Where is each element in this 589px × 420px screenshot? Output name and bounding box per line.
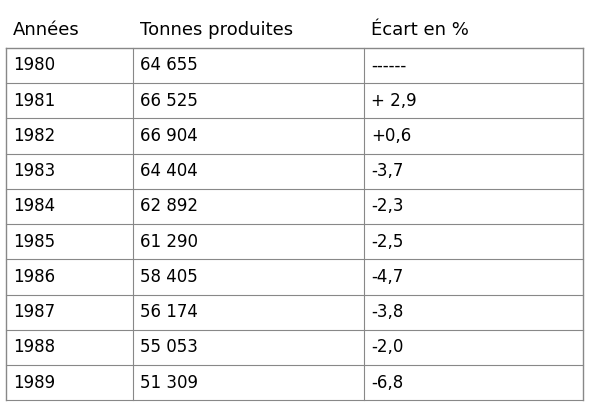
Text: 1988: 1988 [13,339,55,357]
Text: -4,7: -4,7 [371,268,403,286]
Text: 66 525: 66 525 [140,92,198,110]
Text: 55 053: 55 053 [140,339,198,357]
Text: 62 892: 62 892 [140,197,198,215]
Text: 1989: 1989 [13,374,55,392]
Text: 1981: 1981 [13,92,55,110]
Text: Tonnes produites: Tonnes produites [140,21,293,39]
Text: 56 174: 56 174 [140,303,198,321]
Text: + 2,9: + 2,9 [371,92,416,110]
Text: -2,5: -2,5 [371,233,403,251]
Text: 51 309: 51 309 [140,374,198,392]
Text: 61 290: 61 290 [140,233,198,251]
Text: 1980: 1980 [13,56,55,74]
Text: -3,7: -3,7 [371,162,403,180]
Text: 1985: 1985 [13,233,55,251]
Text: 64 404: 64 404 [140,162,198,180]
Text: 1984: 1984 [13,197,55,215]
Text: 58 405: 58 405 [140,268,198,286]
Text: 1982: 1982 [13,127,55,145]
Text: Années: Années [13,21,80,39]
Text: ------: ------ [371,56,406,74]
Text: -2,0: -2,0 [371,339,403,357]
Text: -6,8: -6,8 [371,374,403,392]
Text: 1983: 1983 [13,162,55,180]
Text: -2,3: -2,3 [371,197,403,215]
Text: 64 655: 64 655 [140,56,198,74]
Text: 1987: 1987 [13,303,55,321]
Text: +0,6: +0,6 [371,127,411,145]
Text: Écart en %: Écart en % [371,21,469,39]
Text: 1986: 1986 [13,268,55,286]
Text: -3,8: -3,8 [371,303,403,321]
Text: 66 904: 66 904 [140,127,198,145]
